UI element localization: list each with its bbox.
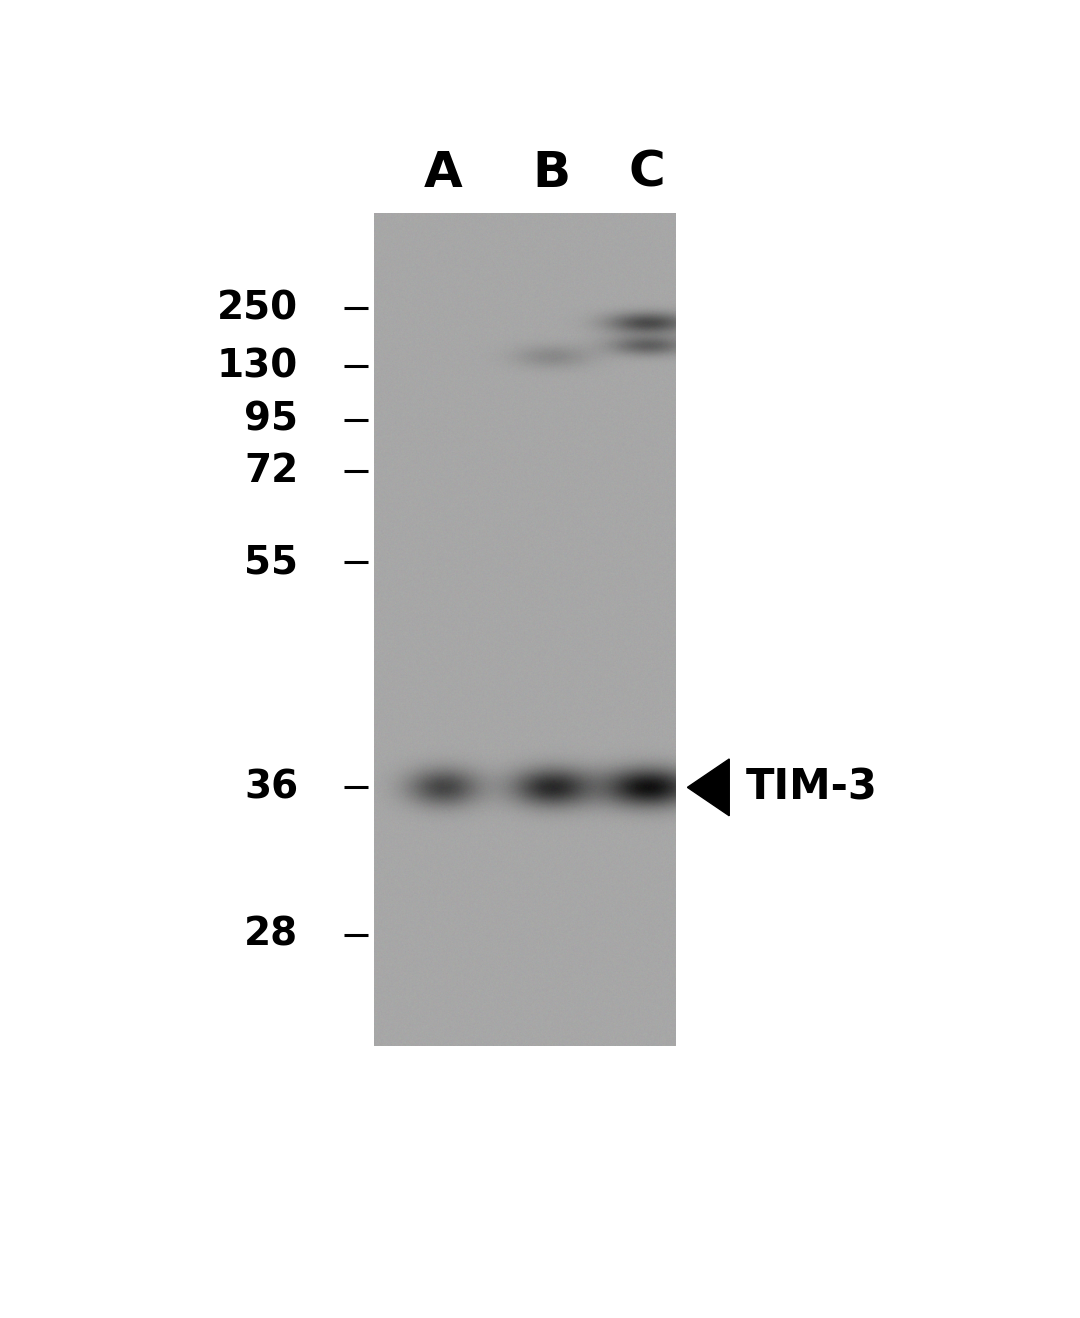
Text: B: B [532, 149, 571, 196]
Text: 250: 250 [217, 290, 298, 327]
Text: 28: 28 [244, 916, 298, 953]
Polygon shape [688, 759, 729, 816]
Text: TIM-3: TIM-3 [746, 766, 878, 808]
Text: 55: 55 [244, 543, 298, 581]
Text: 130: 130 [217, 347, 298, 385]
Text: 95: 95 [244, 401, 298, 439]
Text: A: A [423, 149, 462, 196]
Text: 36: 36 [244, 768, 298, 807]
Text: 72: 72 [244, 452, 298, 490]
Text: C: C [629, 149, 665, 196]
